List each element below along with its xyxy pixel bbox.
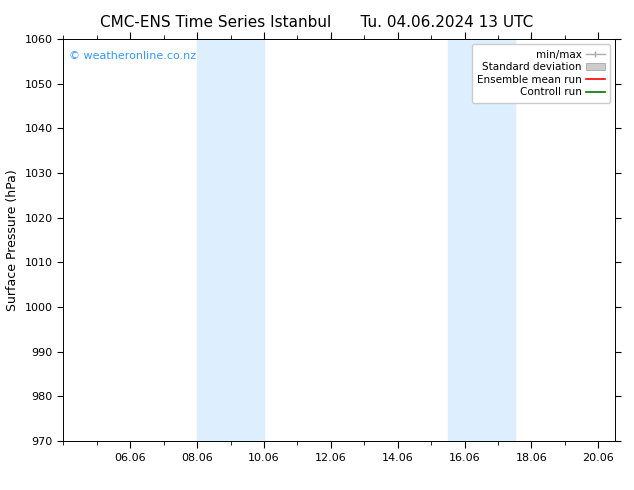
Text: CMC-ENS Time Series Istanbul      Tu. 04.06.2024 13 UTC: CMC-ENS Time Series Istanbul Tu. 04.06.2… — [100, 15, 534, 30]
Bar — [197, 39, 264, 441]
Text: © weatheronline.co.nz: © weatheronline.co.nz — [69, 51, 196, 61]
Legend: min/max, Standard deviation, Ensemble mean run, Controll run: min/max, Standard deviation, Ensemble me… — [472, 45, 610, 102]
Y-axis label: Surface Pressure (hPa): Surface Pressure (hPa) — [6, 169, 19, 311]
Bar — [448, 39, 515, 441]
